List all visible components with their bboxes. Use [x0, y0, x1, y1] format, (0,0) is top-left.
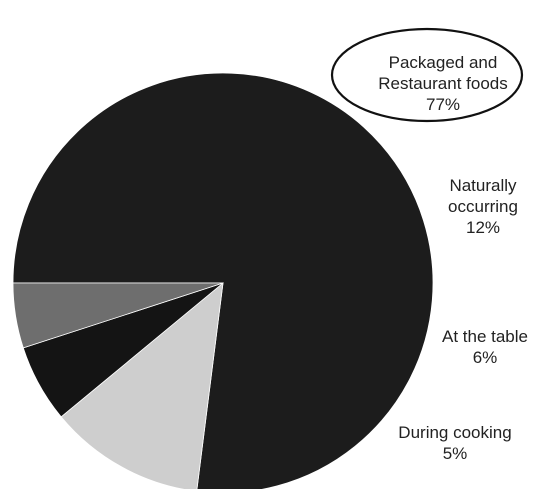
slice-labels: Packaged and Restaurant foods 77% Naturally…	[330, 27, 528, 463]
slice-label-1: Packaged and Restaurant foods 77%	[330, 27, 524, 123]
pie-slices	[12, 72, 434, 489]
slice-value-label: 77%	[426, 95, 460, 114]
pie-slice-4	[12, 282, 224, 349]
slice-name-label: occurring	[448, 197, 518, 216]
pie-slice-1	[12, 72, 434, 489]
slice-name-label: At the table	[442, 327, 528, 346]
slice-label-4: During cooking 5%	[398, 423, 511, 463]
callout-ellipse	[330, 27, 524, 123]
slice-name-label: Restaurant foods	[378, 74, 507, 93]
slice-name-label: Packaged and	[389, 53, 498, 72]
slice-value-label: 5%	[443, 444, 468, 463]
pie-slice-2	[60, 282, 224, 489]
slice-label-3: At the table 6%	[442, 327, 528, 367]
slice-value-label: 12%	[466, 218, 500, 237]
slice-name-label: Naturally	[449, 176, 517, 195]
slice-name-label: During cooking	[398, 423, 511, 442]
slice-label-2: Naturally occurring 12%	[448, 176, 518, 237]
slice-value-label: 6%	[473, 348, 498, 367]
